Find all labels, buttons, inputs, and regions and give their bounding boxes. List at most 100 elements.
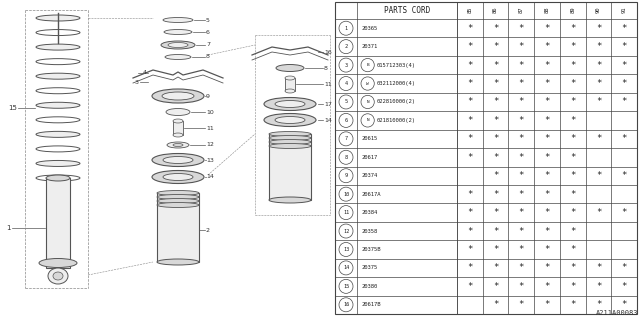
Text: *: * <box>518 60 524 69</box>
Text: *: * <box>544 79 550 88</box>
Text: *: * <box>467 24 472 33</box>
Text: *: * <box>570 282 575 291</box>
Text: *: * <box>518 171 524 180</box>
Text: 8: 8 <box>344 155 348 160</box>
Ellipse shape <box>39 259 77 268</box>
Text: 015712303(4): 015712303(4) <box>376 63 415 68</box>
Text: *: * <box>596 134 601 143</box>
Bar <box>285 78 295 91</box>
Ellipse shape <box>173 119 183 123</box>
Text: 10: 10 <box>206 109 214 115</box>
Text: 7: 7 <box>344 136 348 141</box>
Text: 9: 9 <box>206 93 210 99</box>
Text: *: * <box>467 263 472 272</box>
Text: *: * <box>621 42 627 51</box>
Text: *: * <box>467 134 472 143</box>
Text: *: * <box>570 153 575 162</box>
Ellipse shape <box>269 143 311 148</box>
Text: *: * <box>493 134 499 143</box>
Text: 20615: 20615 <box>362 136 378 141</box>
Text: *: * <box>570 227 575 236</box>
Text: 032112000(4): 032112000(4) <box>376 81 415 86</box>
Text: *: * <box>621 24 627 33</box>
Text: *: * <box>518 153 524 162</box>
Text: 20384: 20384 <box>362 210 378 215</box>
Text: *: * <box>621 171 627 180</box>
Text: 13: 13 <box>343 247 349 252</box>
Bar <box>46 178 70 268</box>
Ellipse shape <box>36 73 80 79</box>
Text: 1: 1 <box>344 26 348 31</box>
Text: 14: 14 <box>324 117 332 123</box>
Ellipse shape <box>166 108 190 116</box>
Text: *: * <box>493 98 499 107</box>
Ellipse shape <box>269 140 311 145</box>
Text: *: * <box>493 282 499 291</box>
Ellipse shape <box>162 92 194 100</box>
Text: *: * <box>544 98 550 107</box>
Text: 3: 3 <box>344 63 348 68</box>
Text: N: N <box>366 118 369 123</box>
Text: 15: 15 <box>343 284 349 289</box>
Ellipse shape <box>285 76 295 80</box>
Text: *: * <box>596 24 601 33</box>
Text: 85: 85 <box>467 6 472 13</box>
Text: *: * <box>544 208 550 217</box>
Text: 14: 14 <box>206 174 214 180</box>
Text: *: * <box>544 227 550 236</box>
Text: *: * <box>544 60 550 69</box>
Text: *: * <box>493 153 499 162</box>
Ellipse shape <box>46 175 70 181</box>
Text: 16: 16 <box>343 302 349 307</box>
Bar <box>157 193 199 262</box>
Text: *: * <box>596 79 601 88</box>
Text: *: * <box>467 116 472 125</box>
Text: *: * <box>544 24 550 33</box>
Bar <box>269 134 311 200</box>
Text: *: * <box>467 208 472 217</box>
Text: 11: 11 <box>206 125 214 131</box>
Text: *: * <box>493 171 499 180</box>
Text: W: W <box>366 82 369 85</box>
Text: *: * <box>544 171 550 180</box>
Text: 1: 1 <box>6 225 10 231</box>
Ellipse shape <box>269 132 311 137</box>
Text: *: * <box>493 60 499 69</box>
Text: *: * <box>621 263 627 272</box>
Text: 16: 16 <box>324 50 332 54</box>
Text: *: * <box>467 98 472 107</box>
Text: 2: 2 <box>344 44 348 49</box>
Text: *: * <box>621 79 627 88</box>
Ellipse shape <box>152 89 204 103</box>
Text: *: * <box>467 42 472 51</box>
Ellipse shape <box>163 18 193 22</box>
Ellipse shape <box>152 154 204 166</box>
Text: 14: 14 <box>343 265 349 270</box>
Text: 20617B: 20617B <box>362 302 381 307</box>
Text: 20374: 20374 <box>362 173 378 178</box>
Text: *: * <box>518 282 524 291</box>
Ellipse shape <box>173 143 183 147</box>
Text: 3: 3 <box>135 79 139 84</box>
Text: *: * <box>621 300 627 309</box>
Ellipse shape <box>275 116 305 124</box>
Text: *: * <box>493 190 499 199</box>
Text: *: * <box>570 42 575 51</box>
Ellipse shape <box>48 268 68 284</box>
Text: 20371: 20371 <box>362 44 378 49</box>
Text: *: * <box>467 282 472 291</box>
Text: *: * <box>570 134 575 143</box>
Ellipse shape <box>36 15 80 21</box>
Text: *: * <box>621 134 627 143</box>
Ellipse shape <box>36 102 80 108</box>
Text: *: * <box>596 208 601 217</box>
Text: 4: 4 <box>344 81 348 86</box>
Text: *: * <box>596 60 601 69</box>
Text: 17: 17 <box>324 101 332 107</box>
Text: *: * <box>570 98 575 107</box>
Text: *: * <box>518 190 524 199</box>
Text: *: * <box>621 208 627 217</box>
Ellipse shape <box>275 100 305 108</box>
Text: 6: 6 <box>206 29 210 35</box>
Text: *: * <box>493 300 499 309</box>
